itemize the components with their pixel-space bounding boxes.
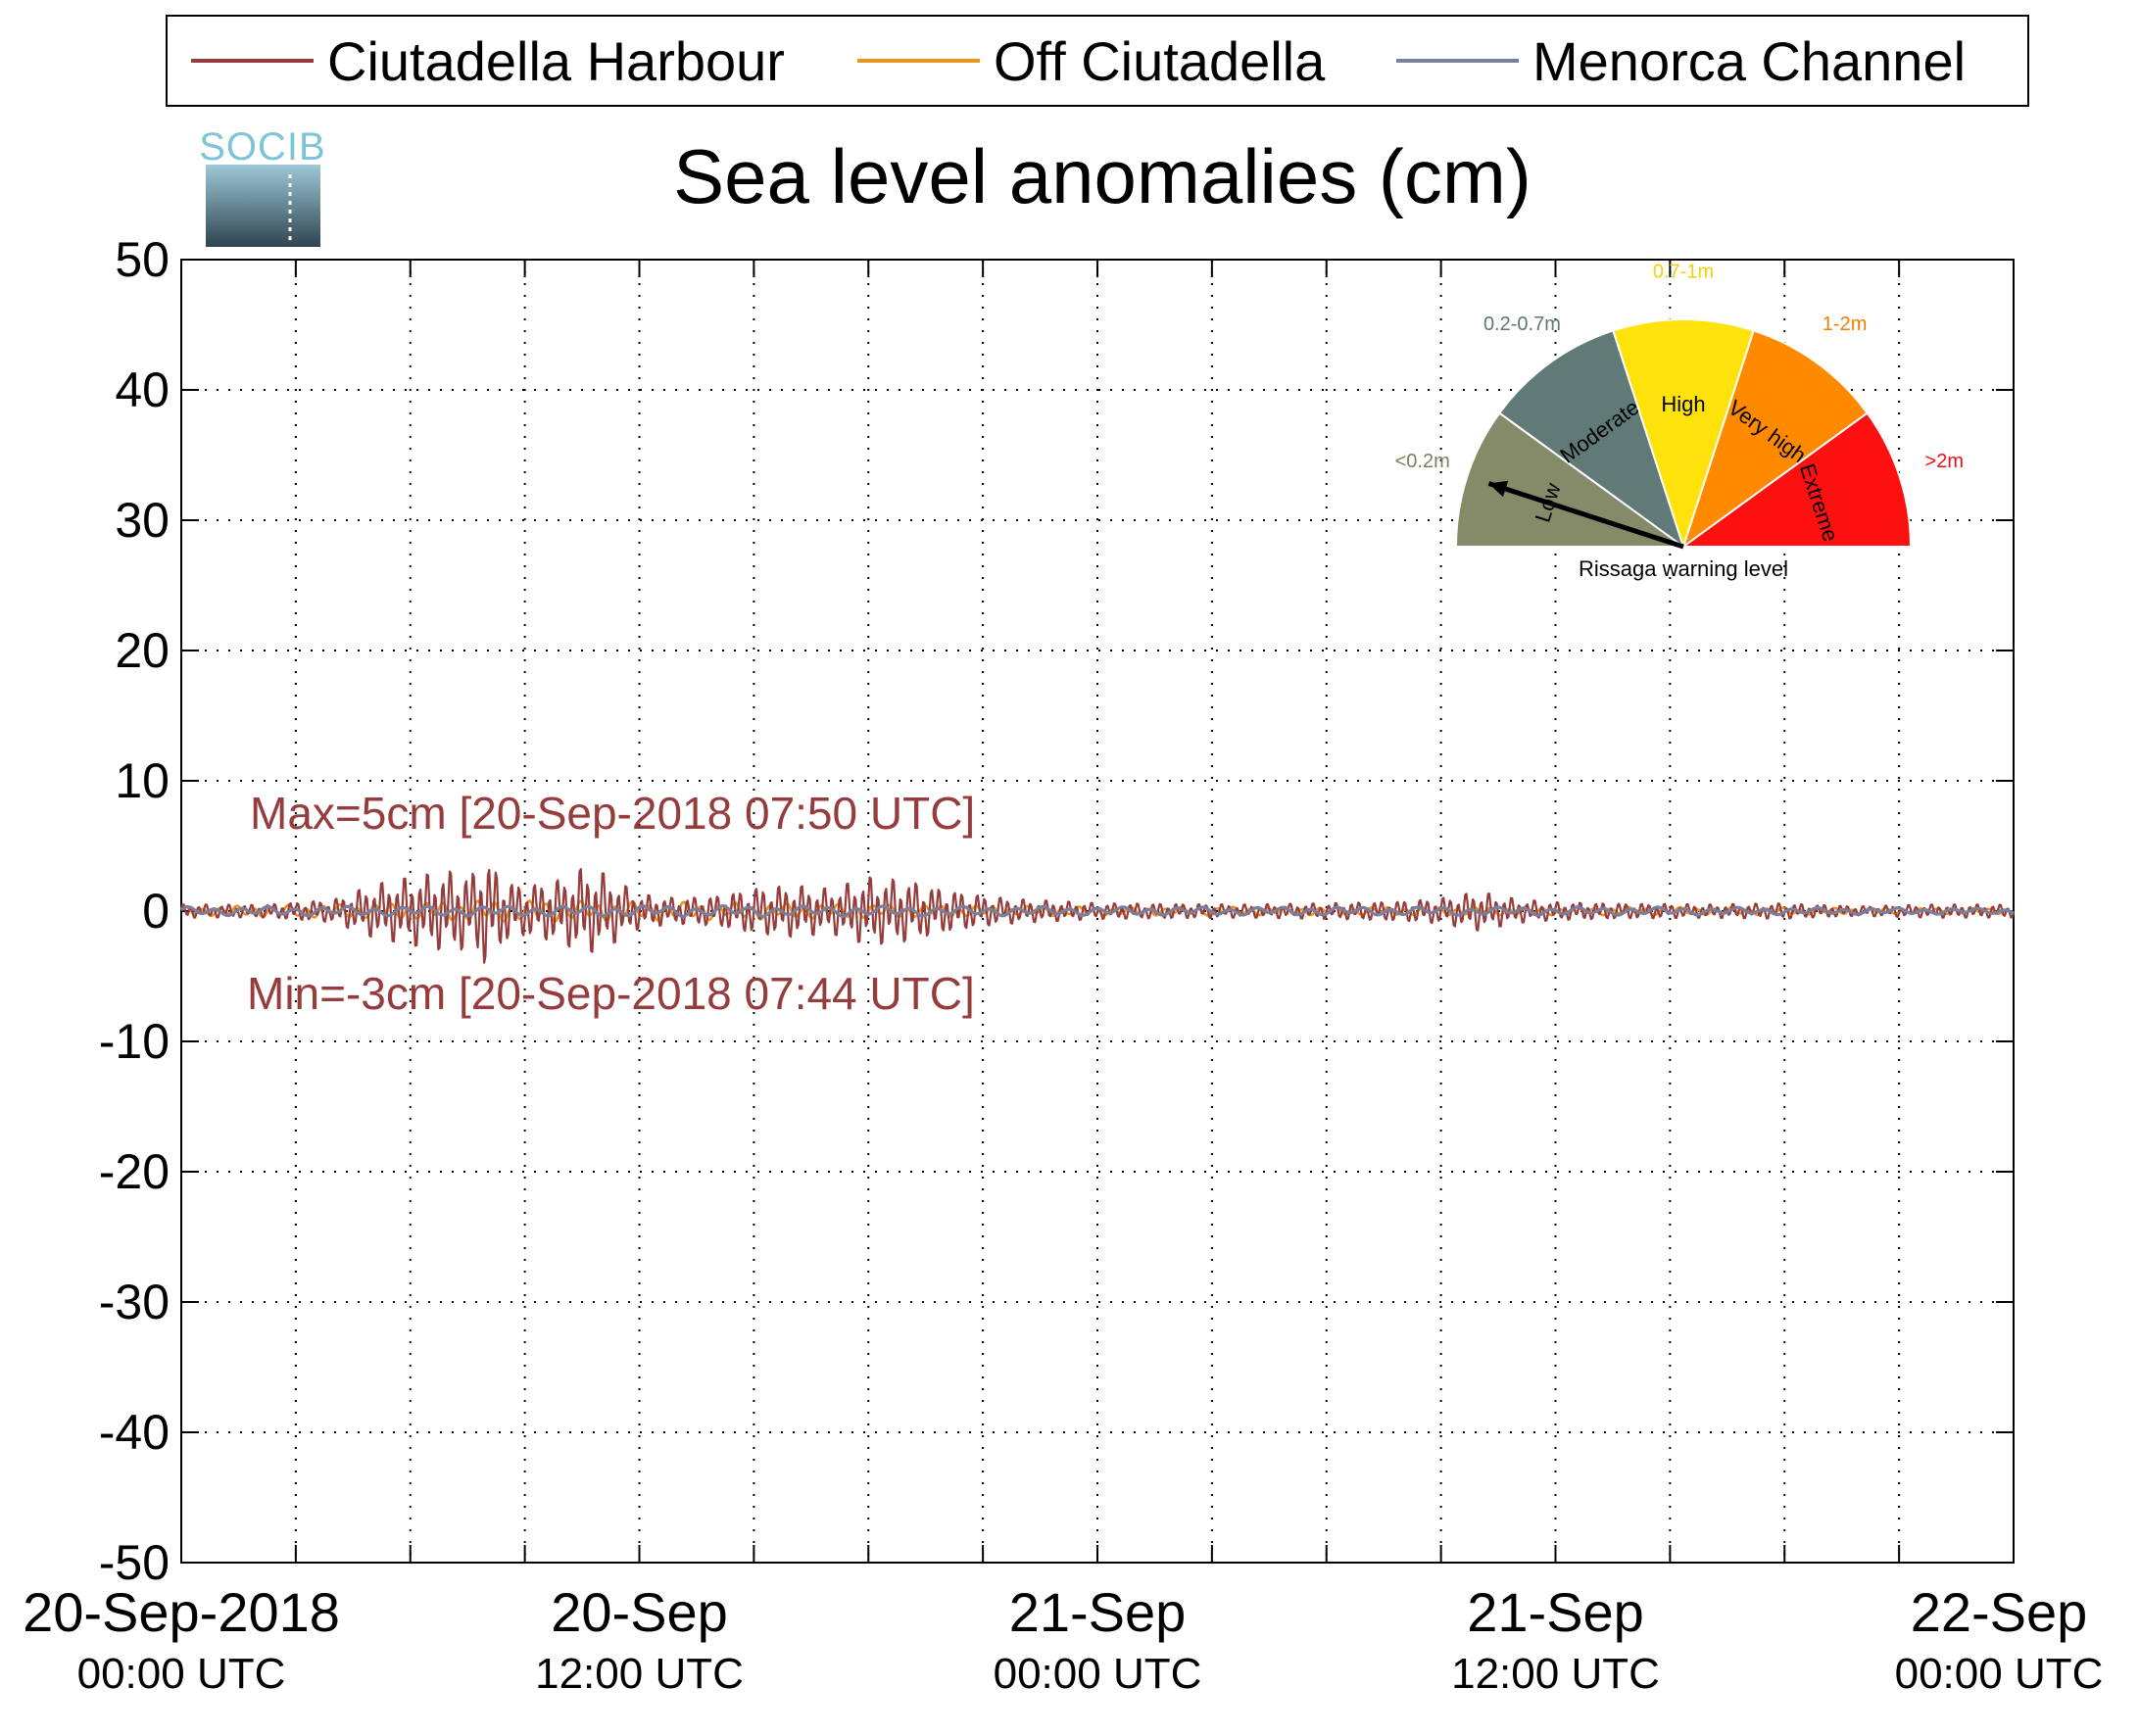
y-axis-labels: 50 40 30 20 10 0 -10 -20 -30 -40 -50 <box>99 232 170 1590</box>
y-tick-label: -30 <box>99 1275 170 1329</box>
legend-label-off-ciutadella: Off Ciutadella <box>994 30 1326 92</box>
gauge-title: Rissaga warning level <box>1579 556 1788 581</box>
x-tick-label-time: 00:00 UTC <box>1895 1650 2104 1698</box>
logo-text: SOCIB <box>199 125 325 169</box>
gauge-range-very-high: 1-2m <box>1823 313 1868 335</box>
legend: Ciutadella Harbour Off Ciutadella Menorc… <box>166 15 2029 107</box>
gauge-sector-high <box>1612 318 1755 551</box>
gauge-needle-head <box>1488 480 1509 498</box>
data-series <box>179 868 2016 964</box>
y-tick-label: 10 <box>115 753 170 808</box>
y-tick-label: 30 <box>115 493 170 548</box>
x-tick-label-date: 20-Sep-2018 <box>23 1581 340 1643</box>
logo-block <box>206 165 320 247</box>
min-annotation: Min=-3cm [20-Sep-2018 07:44 UTC] <box>247 968 975 1019</box>
gauge-sector-moderate <box>1497 329 1685 550</box>
x-tick-label-time: 00:00 UTC <box>994 1650 1202 1698</box>
x-tick-label-date: 21-Sep <box>1467 1581 1644 1643</box>
y-tick-label: 50 <box>115 232 170 287</box>
gauge-range-low: <0.2m <box>1395 451 1450 472</box>
gauge-range-moderate: 0.2-0.7m <box>1483 313 1561 335</box>
chart-title: Sea level anomalies (cm) <box>673 133 1531 219</box>
y-tick-label: -40 <box>99 1405 170 1460</box>
gauge-sector-extreme <box>1679 411 1913 548</box>
x-tick-label-date: 22-Sep <box>1911 1581 2088 1643</box>
legend-label-ciutadella-harbour: Ciutadella Harbour <box>327 30 785 92</box>
x-tick-label-date: 21-Sep <box>1009 1581 1187 1643</box>
legend-label-menorca-channel: Menorca Channel <box>1532 30 1966 92</box>
gauge-range-extreme: >2m <box>1925 451 1964 472</box>
y-tick-label: 0 <box>142 884 170 939</box>
legend-box <box>166 15 2029 107</box>
gauge-sector-low <box>1454 411 1687 548</box>
gauge-label-high: High <box>1661 392 1705 416</box>
y-tick-label: 40 <box>115 362 170 417</box>
x-axis-labels: 20-Sep-2018 00:00 UTC 20-Sep 12:00 UTC 21-Se… <box>23 1581 2103 1698</box>
gauge-range-high: 0.7-1m <box>1653 261 1714 282</box>
y-tick-label: -50 <box>99 1535 170 1590</box>
series-line-menorca-channel <box>180 904 2015 918</box>
y-tick-label: -10 <box>99 1014 170 1069</box>
gauge-needle <box>1487 481 1684 550</box>
socib-logo: SOCIB <box>199 125 325 247</box>
gauge-sector-very-high <box>1681 329 1870 550</box>
x-tick-label-time: 12:00 UTC <box>1451 1650 1660 1698</box>
rissaga-gauge: Rissaga warning level Low<0.2mModerate0.… <box>1395 261 1964 581</box>
x-tick-label-time: 00:00 UTC <box>77 1650 286 1698</box>
max-annotation: Max=5cm [20-Sep-2018 07:50 UTC] <box>250 788 975 839</box>
x-tick-label-date: 20-Sep <box>551 1581 728 1643</box>
y-tick-label: 20 <box>115 623 170 678</box>
x-tick-label-time: 12:00 UTC <box>535 1650 744 1698</box>
y-tick-label: -20 <box>99 1144 170 1199</box>
